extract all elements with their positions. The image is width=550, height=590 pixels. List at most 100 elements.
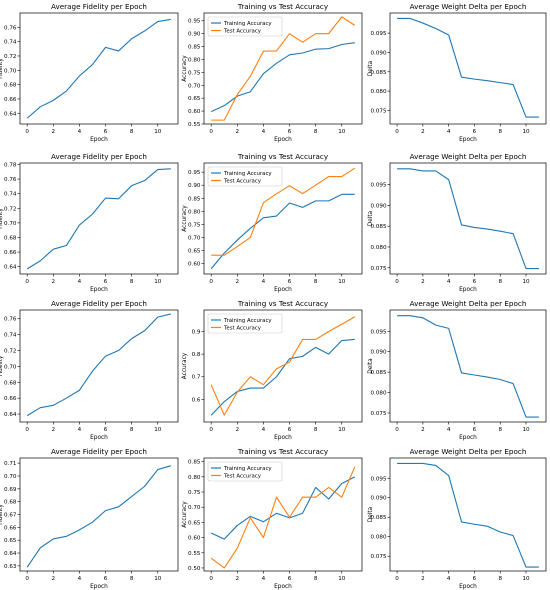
y-tick-label: 0.66	[4, 97, 17, 103]
x-tick-label: 2	[421, 129, 425, 135]
series-line-1	[26, 18, 171, 119]
legend-label: Training Accuracy	[223, 21, 272, 27]
x-tick-label: 10	[154, 129, 162, 135]
chart-title: Average Fidelity per Epoch	[51, 152, 147, 161]
legend-label: Test Accuracy	[223, 326, 262, 332]
axes-frame	[203, 12, 363, 125]
chart-title: Training vs Test Accuracy	[237, 447, 329, 456]
y-tick-label: 0.90	[188, 183, 201, 189]
y-tick-label: 0.75	[188, 70, 201, 76]
x-tick-label: 10	[338, 129, 346, 135]
chart-title: Average Fidelity per Epoch	[51, 2, 147, 11]
chart-title: Training vs Test Accuracy	[237, 299, 329, 308]
x-tick-label: 2	[236, 427, 240, 433]
x-tick-label: 6	[104, 279, 108, 285]
x-tick-label: 8	[314, 279, 318, 285]
y-tick-label: 0.66	[4, 250, 17, 256]
y-tick-label: 0.095	[370, 183, 386, 189]
y-axis-label: Fidelity	[0, 504, 4, 525]
y-tick-label: 0.55	[188, 551, 201, 557]
x-axis-label: Epoch	[459, 287, 477, 293]
x-tick-label: 0	[209, 576, 213, 582]
series-line-1	[397, 462, 539, 568]
y-tick-label: 0.76	[4, 25, 17, 31]
axes-frame	[19, 457, 179, 572]
series-line-1	[26, 168, 171, 270]
x-tick-label: 4	[447, 427, 451, 433]
legend-label: Training Accuracy	[223, 171, 272, 177]
legend-box	[207, 313, 283, 334]
series-line-1	[397, 315, 539, 418]
x-tick-label: 0	[395, 279, 399, 285]
x-tick-label: 8	[130, 129, 134, 135]
y-tick-label: 0.64	[4, 412, 17, 418]
y-axis-label: Delta	[368, 210, 374, 226]
y-tick-label: 0.70	[4, 68, 17, 74]
x-axis-label: Epoch	[274, 435, 292, 441]
x-tick-label: 2	[52, 576, 56, 582]
series-line-1	[210, 193, 355, 270]
axes-frame	[203, 162, 363, 275]
chart-panel-7: Average Fidelity per Epoch 0 2 4 6 8 10 0.64 0.6…	[0, 299, 179, 441]
y-tick-label: 0.080	[370, 245, 386, 251]
x-tick-label: 0	[395, 427, 399, 433]
y-tick-label: 0.095	[370, 329, 386, 335]
x-tick-label: 10	[338, 427, 346, 433]
y-tick-label: 0.64	[4, 265, 17, 271]
x-tick-label: 6	[104, 576, 108, 582]
chart-panel-11: Training vs Test Accuracy 0 2 4 6 8 10 0.50 0.55…	[182, 447, 363, 590]
y-tick-label: 0.70	[4, 221, 17, 227]
chart-panel-4: Average Fidelity per Epoch 0 2 4 6 8 10 0.64 0.6…	[0, 152, 179, 293]
axes-frame	[389, 12, 547, 125]
y-tick-label: 0.68	[4, 83, 17, 89]
y-tick-label: 0.66	[4, 396, 17, 402]
x-tick-label: 4	[262, 129, 266, 135]
y-tick-label: 0.60	[188, 536, 201, 542]
x-tick-label: 8	[314, 427, 318, 433]
x-tick-label: 0	[25, 576, 29, 582]
x-tick-label: 6	[288, 129, 292, 135]
chart-title: Average Weight Delta per Epoch	[410, 152, 527, 161]
x-tick-label: 4	[78, 576, 82, 582]
legend-box	[207, 461, 283, 482]
legend-label: Test Accuracy	[223, 474, 262, 480]
y-tick-label: 0.68	[4, 380, 17, 386]
y-tick-label: 0.70	[188, 505, 201, 511]
legend-label: Test Accuracy	[223, 179, 262, 185]
x-axis-label: Epoch	[90, 137, 108, 143]
x-tick-label: 4	[78, 427, 82, 433]
x-axis-label: Epoch	[459, 584, 477, 590]
y-tick-label: 0.76	[4, 317, 17, 323]
y-tick-label: 0.80	[188, 209, 201, 215]
y-tick-label: 0.70	[188, 83, 201, 89]
x-tick-label: 8	[498, 279, 502, 285]
x-axis-label: Epoch	[90, 435, 108, 441]
y-tick-label: 0.64	[4, 111, 17, 117]
y-tick-label: 0.095	[370, 31, 386, 37]
series-line-2	[211, 16, 356, 121]
y-axis-label: Delta	[368, 60, 374, 76]
x-tick-label: 4	[447, 279, 451, 285]
y-tick-label: 0.68	[4, 500, 17, 506]
x-axis-label: Epoch	[90, 287, 108, 293]
x-tick-label: 0	[209, 279, 213, 285]
y-tick-label: 0.70	[4, 364, 17, 370]
y-tick-label: 0.69	[4, 487, 17, 493]
axes-frame	[203, 457, 363, 572]
x-tick-label: 2	[52, 427, 56, 433]
series-line-2	[211, 167, 356, 256]
x-tick-label: 4	[262, 576, 266, 582]
y-tick-label: 0.65	[188, 248, 201, 254]
x-tick-label: 4	[262, 279, 266, 285]
x-axis-label: Epoch	[274, 137, 292, 143]
chart-panel-8: Training vs Test Accuracy 0 2 4 6 8 10 0.6 0.7 0.…	[182, 299, 363, 441]
chart-title: Average Weight Delta per Epoch	[410, 299, 527, 308]
x-tick-label: 2	[236, 129, 240, 135]
x-tick-label: 2	[421, 427, 425, 433]
y-tick-label: 0.68	[4, 235, 17, 241]
x-tick-label: 10	[522, 279, 530, 285]
x-tick-label: 0	[25, 129, 29, 135]
x-tick-label: 2	[52, 279, 56, 285]
y-tick-label: 0.50	[188, 566, 201, 572]
